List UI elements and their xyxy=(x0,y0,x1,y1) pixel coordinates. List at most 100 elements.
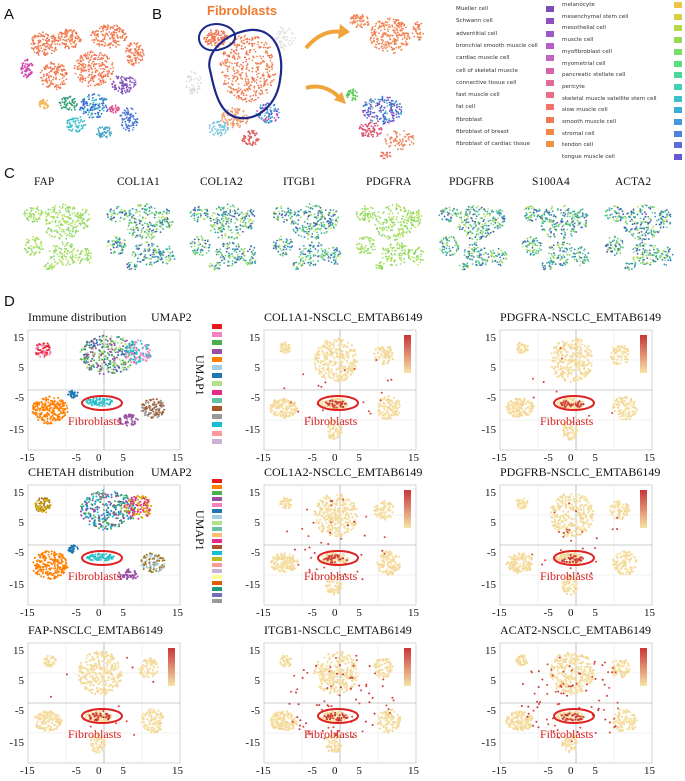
x-tick-label: 0 xyxy=(332,607,338,619)
fibroblast-outline-large xyxy=(208,28,283,120)
x-tick-label: 5 xyxy=(592,765,598,777)
category-swatch xyxy=(212,533,222,537)
x-tick-label: 15 xyxy=(644,765,655,777)
umap2-axis-label: UMAP2 xyxy=(151,310,192,324)
category-swatch xyxy=(212,422,222,428)
category-swatch xyxy=(212,340,222,346)
umap-plot-title: FAP-NSCLC_EMTAB6149 xyxy=(28,623,163,637)
expression-colorbar xyxy=(640,490,647,528)
legend-swatch xyxy=(546,55,554,62)
y-tick-label: -5 xyxy=(14,705,24,717)
category-swatch xyxy=(212,593,222,597)
legend-label: cardiac muscle cell xyxy=(456,55,510,62)
panel-label-a: A xyxy=(4,6,15,23)
legend-swatch xyxy=(546,104,554,111)
y-tick-label: 15 xyxy=(249,332,260,344)
category-swatch xyxy=(212,587,222,591)
category-swatch xyxy=(212,430,222,436)
category-swatch xyxy=(212,414,222,420)
x-tick-label: -15 xyxy=(256,607,271,619)
x-tick-label: 5 xyxy=(356,452,362,464)
category-swatch xyxy=(212,373,222,379)
y-tick-label: -5 xyxy=(486,705,496,717)
panel-b-fibroblasts-title: Fibroblasts xyxy=(207,3,278,18)
x-tick-label: -15 xyxy=(256,452,271,464)
expression-colorbar xyxy=(404,335,411,373)
x-tick-label: 5 xyxy=(356,765,362,777)
legend-row: tendon cell xyxy=(562,142,682,154)
y-tick-label: 15 xyxy=(13,332,24,344)
y-tick-label: -15 xyxy=(245,424,260,436)
y-tick-label: 15 xyxy=(13,487,24,499)
x-tick-label: -5 xyxy=(71,607,81,619)
umap-plot xyxy=(499,484,653,606)
x-tick-label: -15 xyxy=(492,607,507,619)
gene-label-s100a4: S100A4 xyxy=(532,176,570,188)
legend-row: tongue muscle cell xyxy=(562,154,682,166)
category-swatch xyxy=(212,491,222,495)
category-swatch xyxy=(212,509,222,513)
fibroblasts-label: Fibroblasts xyxy=(540,569,594,583)
umap-plot-title: COL1A2-NSCLC_EMTAB6149 xyxy=(264,465,423,479)
legend-swatch xyxy=(674,13,682,20)
y-tick-label: -5 xyxy=(250,705,260,717)
umap1-axis-label: UMAP1 xyxy=(193,510,207,551)
category-swatch xyxy=(212,527,222,531)
x-tick-label: -5 xyxy=(307,607,317,619)
fibroblasts-label: Fibroblasts xyxy=(540,727,594,741)
x-tick-label: -15 xyxy=(20,607,35,619)
x-tick-label: 15 xyxy=(172,607,183,619)
umap-plot-title: Immune distribution xyxy=(28,310,127,324)
category-swatch xyxy=(212,397,222,403)
legend-swatch xyxy=(674,119,682,125)
panel-label-d: D xyxy=(4,293,15,310)
y-tick-label: -5 xyxy=(14,547,24,559)
panel-b-umap xyxy=(185,23,296,147)
gene-umap-acta2 xyxy=(604,204,674,271)
category-swatch xyxy=(212,521,222,525)
legend-row: fast muscle cell xyxy=(456,92,574,104)
umap1-axis-label: UMAP1 xyxy=(193,355,207,396)
y-tick-label: -15 xyxy=(481,737,496,749)
y-tick-label: -15 xyxy=(245,737,260,749)
category-swatch xyxy=(212,575,222,579)
fibroblast-highlight-ellipse xyxy=(81,550,123,566)
legend-label: skeletal muscle satellite stem cell xyxy=(562,95,657,102)
x-tick-label: 0 xyxy=(568,607,574,619)
legend-swatch xyxy=(674,154,682,161)
arrow-upper xyxy=(304,29,343,50)
legend-swatch xyxy=(674,48,682,55)
legend-label: fibroblast of breast xyxy=(456,129,509,135)
category-swatch xyxy=(212,365,222,370)
expression-colorbar xyxy=(404,648,411,686)
umap-plot xyxy=(27,329,181,451)
umap-plot xyxy=(499,329,653,451)
legend-row: stromal cell xyxy=(562,130,682,143)
legend-label: connective tissue cell xyxy=(456,79,517,86)
fibroblasts-label: Fibroblasts xyxy=(68,569,122,583)
legend-label: cell of skeletal muscle xyxy=(456,67,518,74)
legend-swatch xyxy=(674,130,682,137)
legend-swatch xyxy=(546,129,554,135)
y-tick-label: 15 xyxy=(249,487,260,499)
gene-umap-col1a1 xyxy=(106,203,176,271)
category-swatch xyxy=(212,348,222,354)
category-swatch xyxy=(212,515,222,519)
category-swatch xyxy=(212,485,222,489)
legend-swatch xyxy=(674,72,682,79)
legend-label: fibroblast xyxy=(456,116,483,123)
category-swatch xyxy=(212,332,222,338)
legend-label: tendon cell xyxy=(562,142,594,149)
x-tick-label: 5 xyxy=(592,452,598,464)
legend-row: pericyte xyxy=(562,83,682,96)
legend-swatch xyxy=(674,95,682,102)
x-tick-label: 5 xyxy=(356,607,362,619)
x-tick-label: -15 xyxy=(20,765,35,777)
y-tick-label: -5 xyxy=(14,392,24,404)
legend-row: pancreatic stellate cell xyxy=(562,72,682,84)
y-tick-label: -5 xyxy=(486,547,496,559)
category-swatch xyxy=(212,389,222,395)
x-tick-label: -5 xyxy=(71,452,81,464)
legend-label: bronchial smooth muscle cell xyxy=(456,42,538,49)
umap-plot-title: CHETAH distribution xyxy=(28,465,135,479)
